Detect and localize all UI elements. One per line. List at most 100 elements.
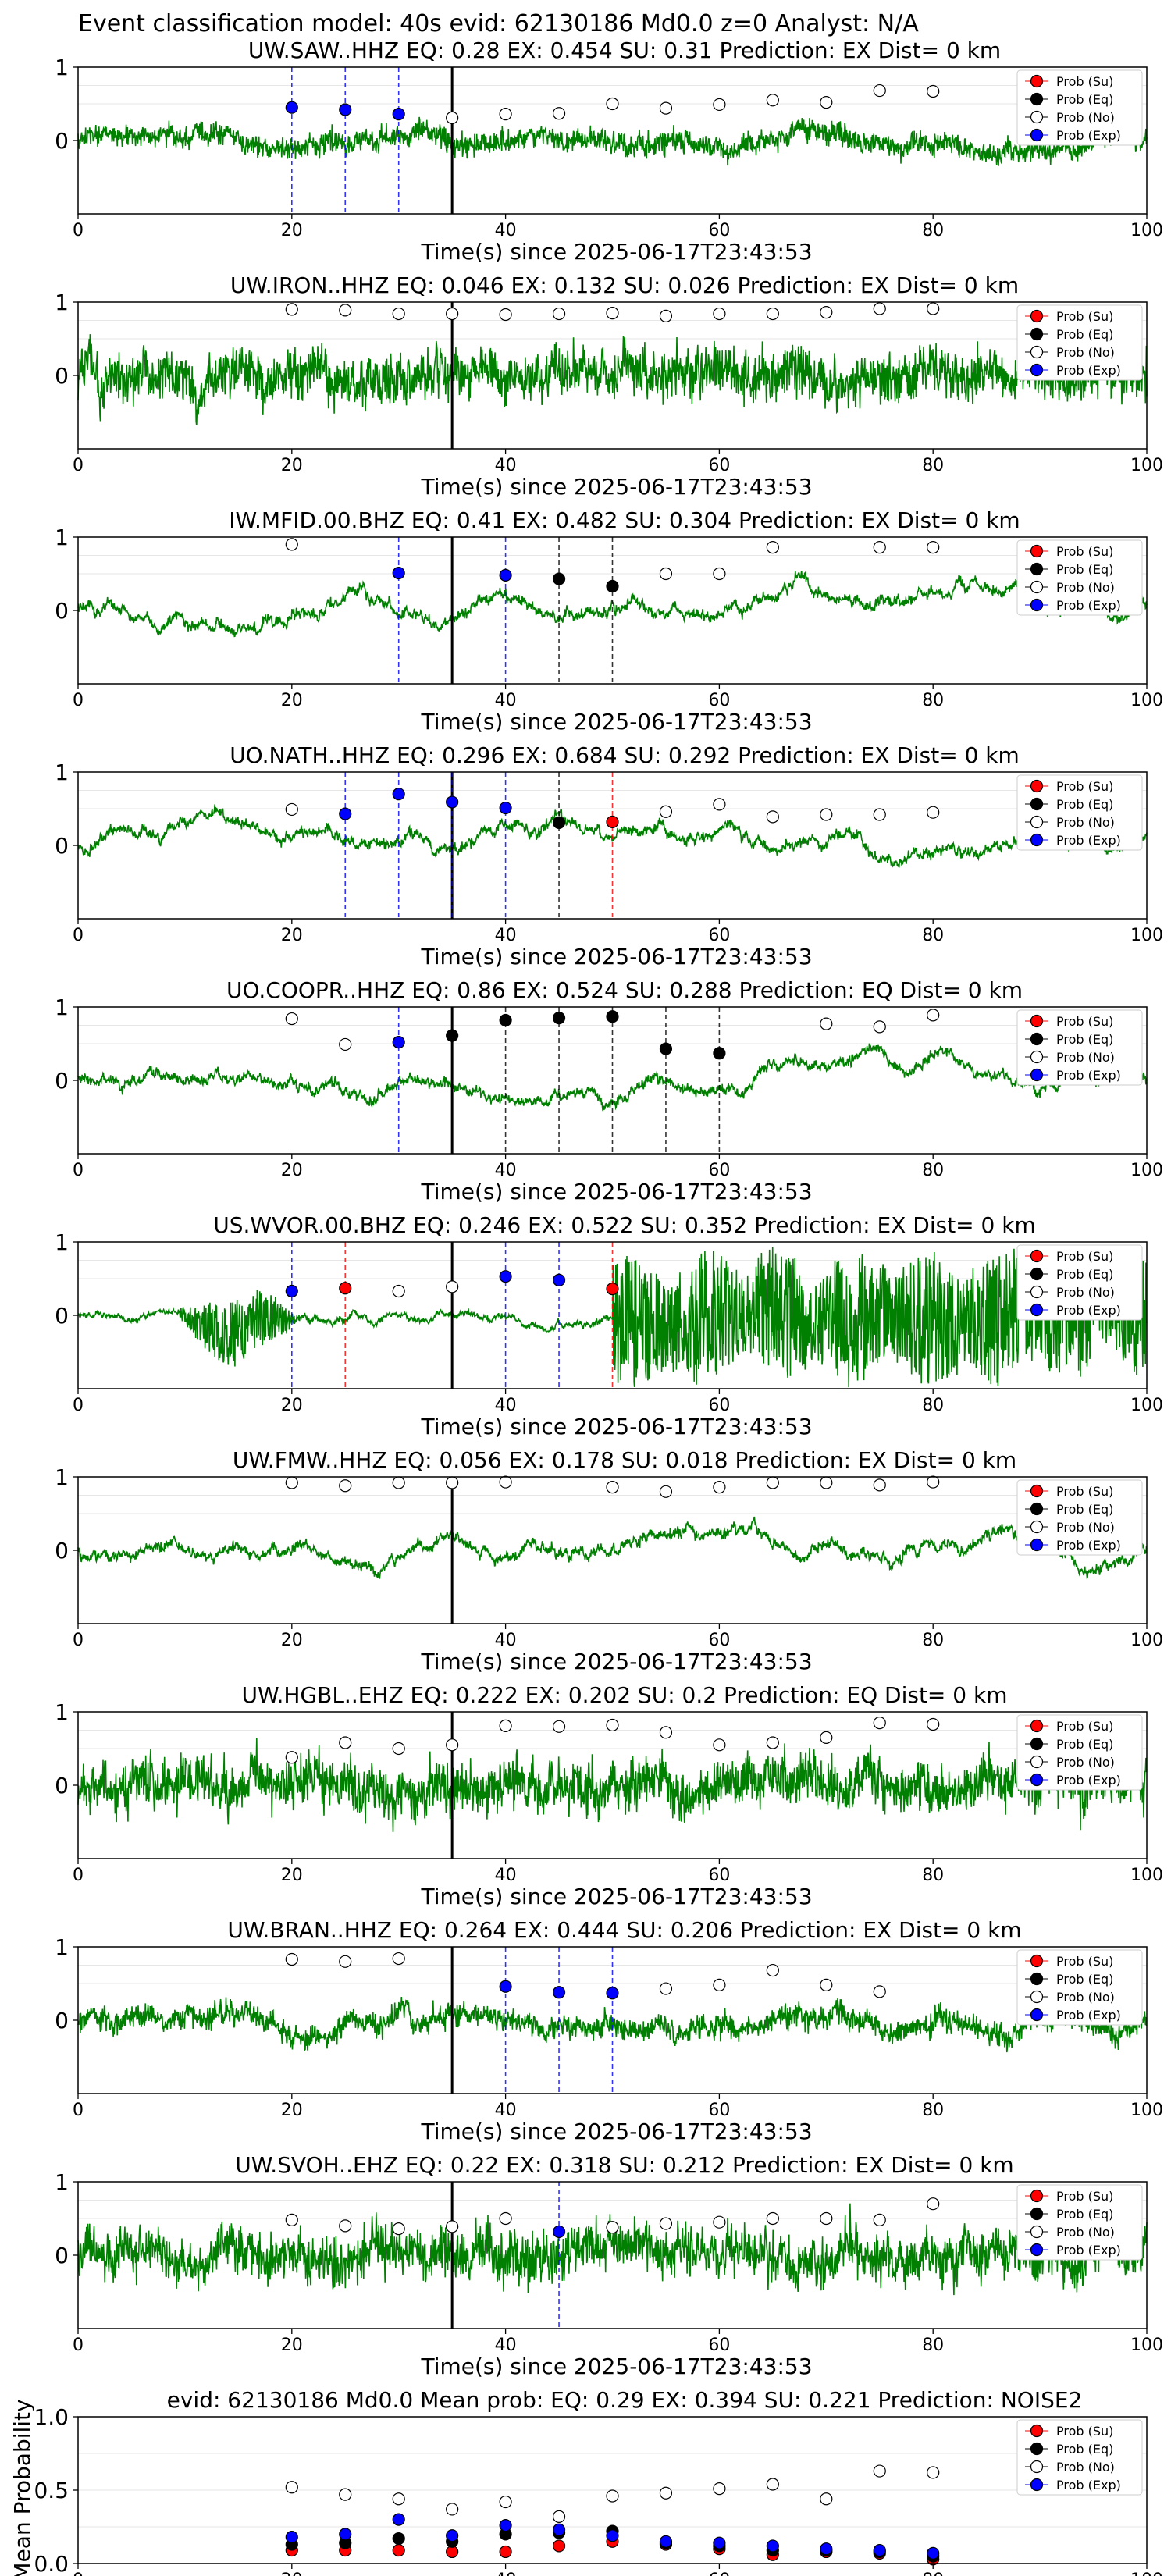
prob-marker-su <box>1030 1484 1044 1498</box>
prob-marker-no <box>285 802 298 817</box>
prob-marker-no <box>713 98 726 112</box>
prob-marker-no <box>446 111 459 124</box>
legend-label-exp: Prob (Exp) <box>1056 1538 1121 1553</box>
prob-marker-su <box>606 1283 619 1296</box>
legend-label-su: Prob (Su) <box>1056 309 1113 324</box>
prob-marker-no <box>392 2492 405 2506</box>
x-tick-label: 40 <box>495 691 517 710</box>
prob-marker-no <box>713 307 726 321</box>
legend: Prob (Su) Prob (Eq) Prob (No) Prob (Exp) <box>1016 539 1143 616</box>
prob-marker-exp <box>285 101 298 114</box>
y-tick-label: 1 <box>55 2169 69 2195</box>
prob-marker-no <box>446 1738 459 1752</box>
legend-label-no: Prob (No) <box>1056 815 1115 830</box>
prob-marker-exp <box>1030 1303 1044 1317</box>
x-tick-label: 20 <box>281 1866 303 1885</box>
legend-label-eq: Prob (Eq) <box>1056 2207 1113 2222</box>
prob-marker-no <box>499 2495 512 2509</box>
prob-marker-no <box>713 1481 726 1494</box>
legend-box <box>1016 2419 1143 2496</box>
prob-marker-eq <box>1030 1737 1044 1751</box>
prob-marker-no <box>285 2213 298 2226</box>
legend-label-su: Prob (Su) <box>1056 2189 1113 2204</box>
prob-marker-exp <box>606 1987 619 2000</box>
prob-marker-eq <box>659 1042 673 1055</box>
prob-marker-eq <box>1030 1032 1044 1046</box>
prob-marker-no <box>766 1963 779 1977</box>
legend-label-no: Prob (No) <box>1056 1755 1115 1770</box>
x-tick-label: 60 <box>708 2101 730 2120</box>
prob-marker-no <box>713 2482 726 2496</box>
legend: Prob (Su) Prob (Eq) Prob (No) Prob (Exp) <box>1016 774 1143 851</box>
prob-marker-no <box>1030 110 1044 124</box>
legend-label-no: Prob (No) <box>1056 110 1115 125</box>
prob-marker-su <box>552 2539 566 2553</box>
prob-marker-no <box>873 302 886 315</box>
legend-box <box>1016 69 1143 146</box>
prob-marker-no <box>1030 1990 1044 2004</box>
legend-label-su: Prob (Su) <box>1056 1954 1113 1969</box>
y-tick-label: 1 <box>55 55 69 80</box>
x-axis-label: Time(s) since 2025-06-17T23:43:53 <box>420 2119 812 2144</box>
figure-suptitle: Event classification model: 40s evid: 62… <box>78 10 919 37</box>
prob-marker-no <box>285 538 298 551</box>
x-axis-label: Time(s) since 2025-06-17T23:43:53 <box>420 239 812 265</box>
x-tick-label: 80 <box>922 1161 944 1180</box>
panel-5: US.WVOR.00.BHZ EQ: 0.246 EX: 0.522 SU: 0… <box>55 1212 1163 1439</box>
prob-marker-exp <box>820 2542 833 2556</box>
x-tick-label: 20 <box>281 2571 303 2576</box>
y-tick-label: 0 <box>55 128 69 154</box>
prob-marker-exp <box>339 807 352 820</box>
prob-marker-eq <box>552 816 566 829</box>
panel-9: UW.SVOH..EHZ EQ: 0.22 EX: 0.318 SU: 0.21… <box>55 2152 1163 2379</box>
prob-marker-exp <box>552 1273 566 1286</box>
legend-label-no: Prob (No) <box>1056 1285 1115 1300</box>
legend-label-su: Prob (Su) <box>1056 1249 1113 1264</box>
x-tick-label: 60 <box>708 691 730 710</box>
x-tick-label: 80 <box>922 2571 944 2576</box>
y-tick-label: 0.0 <box>34 2551 69 2576</box>
prob-marker-eq <box>1030 1267 1044 1281</box>
prob-marker-no <box>659 2486 673 2500</box>
y-tick-label: 0 <box>55 1538 69 1564</box>
prob-marker-no <box>659 805 673 818</box>
prob-marker-no <box>659 1982 673 1995</box>
prob-marker-no <box>392 1952 405 1966</box>
x-tick-label: 40 <box>495 1396 517 1415</box>
legend-label-exp: Prob (Exp) <box>1056 128 1121 143</box>
prob-marker-su <box>339 1282 352 1295</box>
prob-marker-no <box>1030 815 1044 829</box>
panel-title: UW.SVOH..EHZ EQ: 0.22 EX: 0.318 SU: 0.21… <box>235 2152 1013 2178</box>
prob-marker-no <box>820 1978 833 1991</box>
x-tick-label: 40 <box>495 1866 517 1885</box>
prob-marker-exp <box>392 108 405 121</box>
prob-marker-exp <box>392 566 405 580</box>
prob-marker-su <box>392 2543 405 2557</box>
x-tick-label: 100 <box>1130 1396 1163 1415</box>
prob-marker-no <box>873 1020 886 1034</box>
prob-marker-no <box>927 806 940 819</box>
prob-marker-no <box>606 2489 619 2503</box>
prob-marker-eq <box>392 2532 405 2546</box>
prob-marker-no <box>659 2217 673 2230</box>
legend-box <box>1016 1479 1143 1556</box>
x-tick-label: 40 <box>495 456 517 475</box>
prob-marker-no <box>873 808 886 821</box>
panel-2: IW.MFID.00.BHZ EQ: 0.41 EX: 0.482 SU: 0.… <box>55 507 1163 735</box>
legend-box <box>1016 539 1143 616</box>
prob-marker-no <box>339 1955 352 1968</box>
prob-marker-no <box>927 2466 940 2479</box>
prob-marker-no <box>659 1726 673 1739</box>
prob-marker-exp <box>339 2528 352 2541</box>
x-tick-label: 60 <box>708 926 730 945</box>
x-tick-label: 0 <box>73 2336 84 2355</box>
panel-title: IW.MFID.00.BHZ EQ: 0.41 EX: 0.482 SU: 0.… <box>229 507 1020 533</box>
legend-label-eq: Prob (Eq) <box>1056 92 1113 107</box>
panel-title: US.WVOR.00.BHZ EQ: 0.246 EX: 0.522 SU: 0… <box>213 1212 1036 1238</box>
prob-marker-no <box>766 810 779 824</box>
legend-label-exp: Prob (Exp) <box>1056 1068 1121 1083</box>
prob-marker-su <box>1030 1719 1044 1733</box>
panel-6: UW.FMW..HHZ EQ: 0.056 EX: 0.178 SU: 0.01… <box>55 1447 1163 1674</box>
prob-marker-exp <box>1030 2478 1044 2492</box>
